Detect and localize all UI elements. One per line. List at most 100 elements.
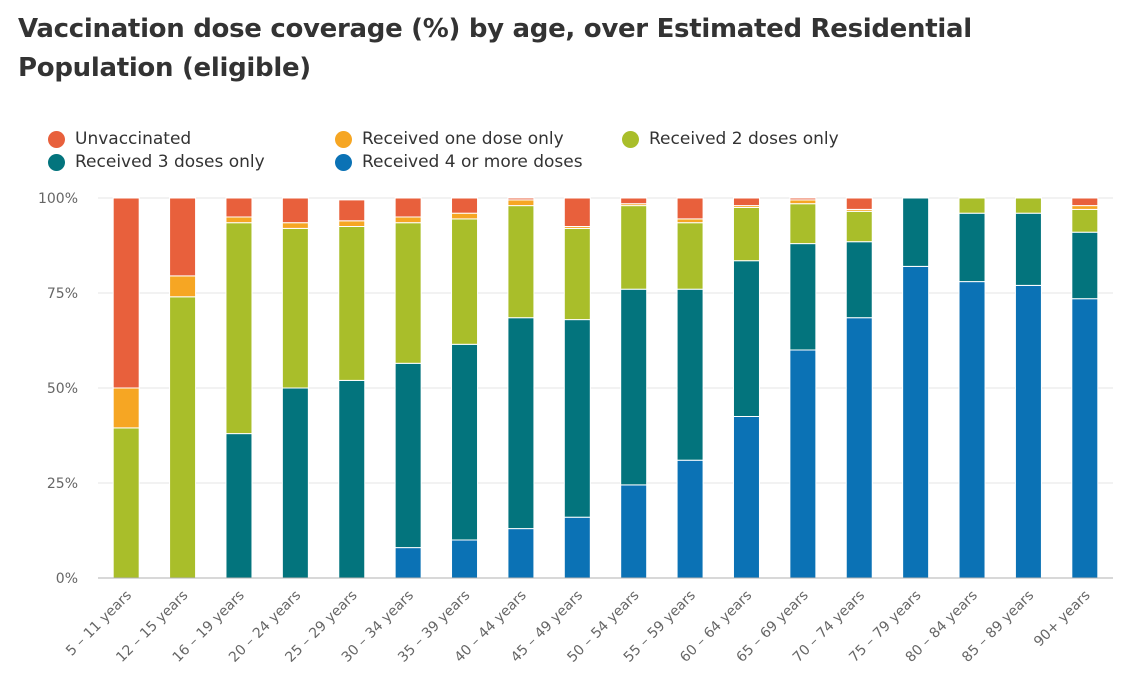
bar-segment[interactable] <box>169 296 197 579</box>
bar-segment[interactable] <box>620 288 648 486</box>
x-tick-label: 20 – 24 years <box>226 588 304 666</box>
bar-segment[interactable] <box>732 207 760 262</box>
bar-segment[interactable] <box>1071 205 1099 210</box>
bar-segment[interactable] <box>338 199 366 222</box>
bar-segment[interactable] <box>394 547 422 579</box>
bar-segment[interactable] <box>676 222 704 290</box>
bar-segment[interactable] <box>225 197 253 218</box>
bar-segment[interactable] <box>112 427 140 579</box>
y-tick-label: 100% <box>38 191 78 207</box>
bar-segment[interactable] <box>1014 284 1042 579</box>
bar-segment[interactable] <box>1014 212 1042 286</box>
bar-segment[interactable] <box>845 210 873 243</box>
bar-segment[interactable] <box>169 197 197 277</box>
bar-segment[interactable] <box>338 379 366 579</box>
bar-segment[interactable] <box>394 197 422 218</box>
x-tick-label: 40 – 44 years <box>452 588 530 666</box>
bar-segment[interactable] <box>225 216 253 224</box>
x-tick-label: 65 – 69 years <box>734 588 812 666</box>
legend-item-unvaccinated[interactable]: Unvaccinated <box>48 128 191 150</box>
bar-segment[interactable] <box>845 197 873 210</box>
y-tick-label: 75% <box>47 286 78 302</box>
bar-segment[interactable] <box>451 218 479 345</box>
bar-segment[interactable] <box>958 281 986 579</box>
bar-segment[interactable] <box>732 197 760 207</box>
bar-segment[interactable] <box>225 433 253 579</box>
bar-segment[interactable] <box>563 227 591 321</box>
legend-item-two-doses[interactable]: Received 2 doses only <box>622 128 839 150</box>
bar-segment[interactable] <box>620 205 648 290</box>
bar-segment[interactable] <box>676 218 704 224</box>
bar-segment[interactable] <box>112 197 140 389</box>
bar-segment[interactable] <box>281 387 309 579</box>
bar-segment[interactable] <box>620 203 648 207</box>
bar-segment[interactable] <box>620 197 648 205</box>
bar-segment[interactable] <box>958 212 986 283</box>
bar-segment[interactable] <box>676 288 704 461</box>
bar-segment[interactable] <box>845 208 873 212</box>
bar-segment[interactable] <box>394 222 422 364</box>
bar-segment[interactable] <box>507 197 535 201</box>
bar-segment[interactable] <box>507 528 535 579</box>
bar-segment[interactable] <box>1014 197 1042 214</box>
bar-segment[interactable] <box>563 226 591 229</box>
bar-segment[interactable] <box>225 222 253 435</box>
bar-segment[interactable] <box>451 539 479 579</box>
bar-segment[interactable] <box>451 197 479 214</box>
bar-segment[interactable] <box>112 387 140 429</box>
bar-segment[interactable] <box>958 197 986 214</box>
bar-segment[interactable] <box>902 265 930 579</box>
legend-item-one-dose[interactable]: Received one dose only <box>335 128 564 150</box>
bar-segment[interactable] <box>676 459 704 579</box>
bar-segment[interactable] <box>394 362 422 549</box>
bar-segment[interactable] <box>1071 197 1099 207</box>
bar-segment[interactable] <box>338 220 366 228</box>
bar-segment[interactable] <box>451 343 479 541</box>
x-tick-label: 70 – 74 years <box>790 588 868 666</box>
bar-segment[interactable] <box>789 243 817 351</box>
bar-segment[interactable] <box>563 319 591 518</box>
bar-segment[interactable] <box>1071 231 1099 300</box>
bar-segment[interactable] <box>281 222 309 229</box>
x-tick-label: 85 – 89 years <box>959 588 1037 666</box>
bar-segment[interactable] <box>676 197 704 220</box>
bar-segment[interactable] <box>620 484 648 579</box>
bar-segment[interactable] <box>789 199 817 205</box>
bar-segment[interactable] <box>507 317 535 530</box>
bar-segment[interactable] <box>281 227 309 389</box>
legend-item-four-doses[interactable]: Received 4 or more doses <box>335 151 583 173</box>
x-tick-label: 35 – 39 years <box>395 588 473 666</box>
bar-segment[interactable] <box>902 197 930 267</box>
bar-segment[interactable] <box>563 516 591 579</box>
legend-item-three-doses[interactable]: Received 3 doses only <box>48 151 265 173</box>
bars <box>112 197 1099 579</box>
bar-segment[interactable] <box>1071 208 1099 233</box>
legend-label-four-doses: Received 4 or more doses <box>362 152 583 172</box>
bar-segment[interactable] <box>1071 298 1099 579</box>
bar-segment[interactable] <box>845 317 873 579</box>
bar-segment[interactable] <box>845 241 873 319</box>
legend-swatch-two-doses <box>622 130 639 148</box>
bar-segment[interactable] <box>732 416 760 579</box>
bar-segment[interactable] <box>394 216 422 224</box>
bar-segment[interactable] <box>789 349 817 579</box>
legend-label-one-dose: Received one dose only <box>362 129 564 149</box>
bar-segment[interactable] <box>451 212 479 220</box>
bar-segment[interactable] <box>507 199 535 207</box>
bar-segment[interactable] <box>169 275 197 298</box>
y-axis-ticks: 0% 25% 50% 75% 100% <box>38 191 78 587</box>
bar-segment[interactable] <box>789 197 817 201</box>
bar-segment[interactable] <box>732 260 760 418</box>
bar-segment[interactable] <box>507 205 535 319</box>
bar-segment[interactable] <box>338 226 366 381</box>
x-tick-label: 50 – 54 years <box>564 588 642 666</box>
x-tick-label: 75 – 79 years <box>846 588 924 666</box>
bar-segment[interactable] <box>732 205 760 209</box>
bar-segment[interactable] <box>281 197 309 224</box>
bar-segment[interactable] <box>563 197 591 227</box>
x-tick-label: 90+ years <box>1031 588 1094 651</box>
x-tick-label: 30 – 34 years <box>339 588 417 666</box>
gridlines <box>98 197 1113 484</box>
bar-segment[interactable] <box>789 203 817 245</box>
